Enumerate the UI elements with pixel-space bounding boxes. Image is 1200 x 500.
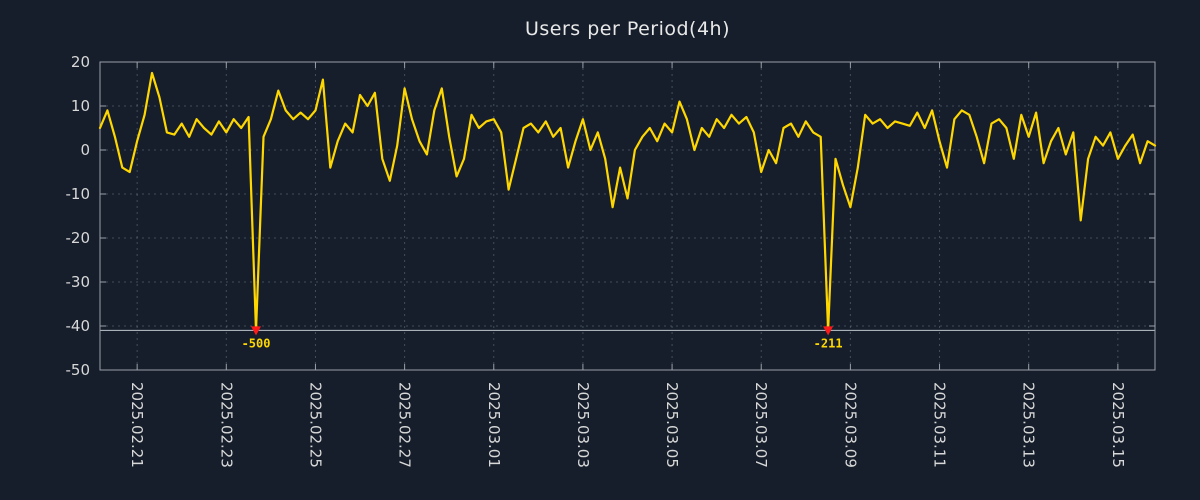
x-tick-label: 2025.03.13 <box>1020 382 1038 468</box>
y-tick-label: -20 <box>66 229 91 247</box>
y-tick-label: -40 <box>66 317 91 335</box>
y-tick-label: -50 <box>66 361 91 379</box>
clipped-value-label: -500 <box>242 336 271 350</box>
y-tick-label: 0 <box>80 141 90 159</box>
x-tick-label: 2025.02.21 <box>128 382 146 468</box>
users-line <box>98 71 1157 332</box>
clipped-value-marker-icon <box>823 326 834 336</box>
x-tick-label: 2025.02.25 <box>306 382 324 468</box>
x-tick-label: 2025.02.23 <box>217 382 235 468</box>
x-tick-label: 2025.03.15 <box>1109 382 1127 468</box>
y-tick-label: -30 <box>66 273 91 291</box>
clipped-value-label: -211 <box>814 336 843 350</box>
x-tick-label: 2025.02.27 <box>396 382 414 468</box>
clipped-value-marker-icon <box>251 326 262 336</box>
x-tick-label: 2025.03.07 <box>752 382 770 468</box>
x-tick-label: 2025.03.05 <box>663 382 681 468</box>
x-tick-label: 2025.03.01 <box>485 382 503 468</box>
chart-title: Users per Period(4h) <box>524 18 731 40</box>
y-tick-label: 10 <box>71 97 90 115</box>
plot-border <box>99 61 1156 371</box>
x-tick-label: 2025.03.11 <box>931 382 949 468</box>
x-tick-label: 2025.03.03 <box>574 382 592 468</box>
y-tick-label: -10 <box>66 185 91 203</box>
x-tick-label: 2025.03.09 <box>841 382 859 468</box>
y-tick-label: 20 <box>71 53 90 71</box>
